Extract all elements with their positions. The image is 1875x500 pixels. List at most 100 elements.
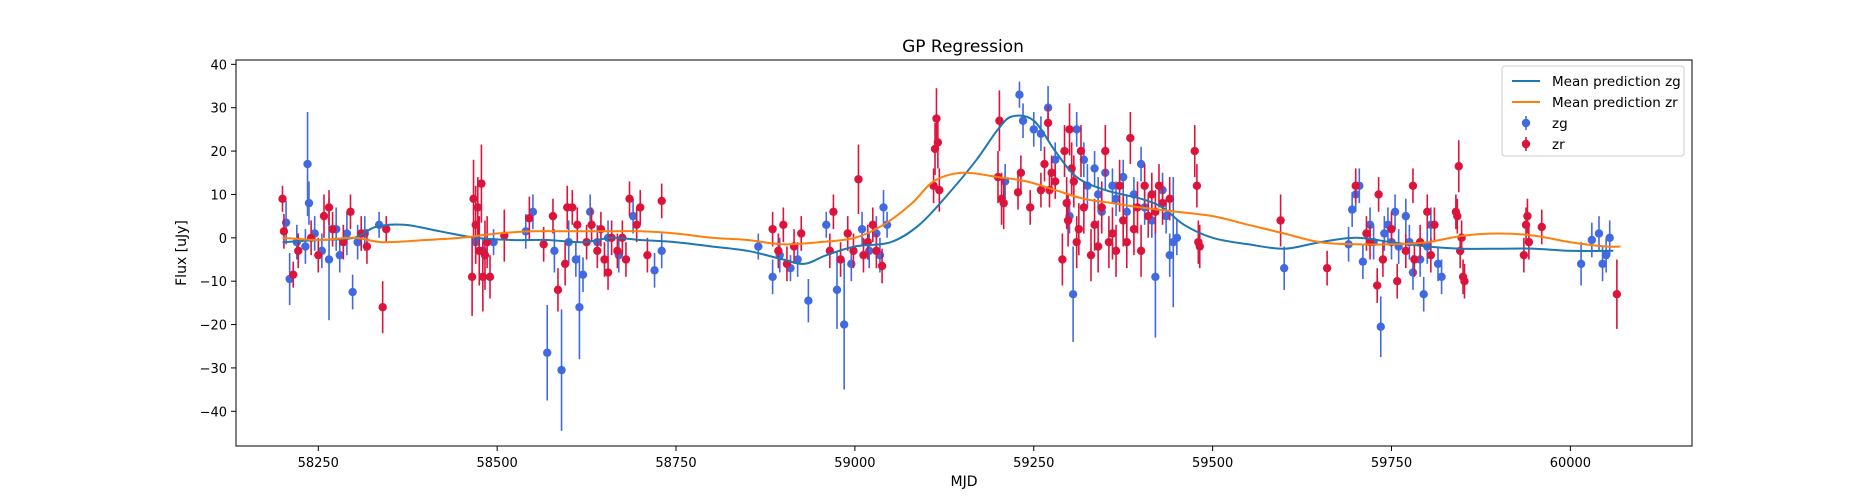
data-point-zr xyxy=(1126,133,1135,143)
data-point-zr xyxy=(539,240,548,249)
data-point-zg xyxy=(528,207,538,216)
data-point-zr xyxy=(1351,181,1360,190)
data-point-zr xyxy=(482,237,492,247)
legend-marker-swatch xyxy=(1521,139,1531,149)
chart-title: GP Regression xyxy=(902,37,1024,57)
x-axis-label: MJD xyxy=(951,474,978,490)
data-point-zg xyxy=(585,207,595,216)
data-point-zr xyxy=(324,203,334,212)
data-point-zr xyxy=(859,250,868,260)
data-point-zr xyxy=(868,220,877,230)
data-point-zr xyxy=(779,220,788,230)
data-point-zr xyxy=(1423,207,1432,216)
data-point-zg xyxy=(1576,259,1586,269)
data-point-zr xyxy=(1401,246,1411,256)
data-point-zr xyxy=(1079,203,1089,212)
data-point-zr xyxy=(1393,276,1402,286)
data-point-zr xyxy=(573,220,582,230)
data-point-zg xyxy=(1390,207,1400,216)
data-point-zr xyxy=(1453,211,1462,221)
data-point-zr xyxy=(1524,237,1534,247)
data-point-zr xyxy=(1013,188,1023,197)
data-point-zg xyxy=(543,348,552,357)
data-point-zr xyxy=(657,196,666,206)
data-point-zr xyxy=(1537,222,1546,232)
data-point-zr xyxy=(1069,177,1079,186)
data-point-zr xyxy=(1063,216,1073,225)
data-point-zg xyxy=(1598,259,1607,269)
data-point-zg xyxy=(1601,250,1611,260)
legend-box xyxy=(1501,65,1685,157)
data-point-zr xyxy=(1016,168,1026,177)
data-point-zg xyxy=(1151,272,1160,282)
data-point-zr xyxy=(1101,146,1110,156)
data-point-zr xyxy=(1060,146,1069,156)
legend-label: Mean prediction zg xyxy=(1552,74,1681,90)
data-point-zr xyxy=(525,214,534,223)
data-point-zr xyxy=(797,229,806,238)
data-point-zg xyxy=(839,320,849,329)
data-point-zr xyxy=(1118,216,1128,225)
x-tick-label: 59750 xyxy=(1371,456,1412,471)
legend-label: zg xyxy=(1552,116,1568,132)
data-point-zr xyxy=(1043,118,1053,128)
data-point-zg xyxy=(1587,235,1597,245)
data-point-zr xyxy=(1104,237,1114,247)
y-tick-label: −40 xyxy=(200,405,227,420)
data-point-zr xyxy=(294,246,303,256)
data-point-zr xyxy=(314,250,323,260)
data-point-zr xyxy=(600,255,609,264)
line-mean-prediction-zr xyxy=(282,171,1621,248)
data-point-zr xyxy=(587,220,596,230)
data-point-zr xyxy=(636,203,645,212)
data-point-zg xyxy=(832,285,842,295)
data-point-zr xyxy=(1374,190,1383,199)
data-point-zr xyxy=(1387,224,1396,234)
data-point-zr xyxy=(1090,220,1099,230)
y-tick-label: 20 xyxy=(210,145,227,160)
data-point-zg xyxy=(1437,272,1446,282)
data-point-zr xyxy=(1136,246,1146,256)
data-point-zg xyxy=(1380,229,1389,238)
data-point-zg xyxy=(1072,125,1081,134)
data-point-zg xyxy=(1068,290,1078,299)
data-point-zg xyxy=(1594,229,1604,238)
data-point-zr xyxy=(1086,250,1096,260)
data-point-zr xyxy=(378,303,387,312)
data-point-zr xyxy=(475,246,484,256)
data-point-zr xyxy=(1192,181,1202,190)
data-point-zr xyxy=(1065,125,1074,134)
data-point-zr xyxy=(1062,198,1071,208)
data-point-zr xyxy=(933,138,943,147)
data-point-zg xyxy=(1347,205,1357,214)
data-point-zr xyxy=(1165,194,1174,203)
data-point-zr xyxy=(621,255,631,264)
data-point-zr xyxy=(1115,181,1124,190)
data-point-zr xyxy=(854,175,863,184)
x-tick-label: 58750 xyxy=(655,456,696,471)
data-point-zg xyxy=(1136,159,1146,169)
data-point-zr xyxy=(289,270,298,279)
data-point-zg xyxy=(1108,181,1117,190)
data-point-zg xyxy=(650,266,659,275)
data-point-zr xyxy=(1122,237,1131,247)
x-tick-label: 58500 xyxy=(476,456,517,471)
data-point-zr xyxy=(995,116,1004,125)
data-point-zr xyxy=(278,194,287,203)
legend-label: zr xyxy=(1552,137,1565,153)
data-point-zr xyxy=(568,203,577,212)
data-point-zg xyxy=(578,270,588,279)
data-point-zr xyxy=(1076,146,1086,156)
x-tick-label: 59000 xyxy=(834,456,875,471)
x-tick-label: 59500 xyxy=(1192,456,1233,471)
data-point-zr xyxy=(1372,281,1382,290)
data-point-zr xyxy=(1322,263,1332,273)
data-point-zr xyxy=(849,246,858,256)
data-point-zg xyxy=(1111,194,1121,203)
data-point-zr xyxy=(1140,181,1149,190)
data-point-zg xyxy=(1605,233,1614,243)
data-point-zr xyxy=(872,246,881,256)
data-point-zg xyxy=(342,229,352,238)
data-point-zr xyxy=(1036,185,1046,195)
data-point-zg xyxy=(304,198,314,208)
